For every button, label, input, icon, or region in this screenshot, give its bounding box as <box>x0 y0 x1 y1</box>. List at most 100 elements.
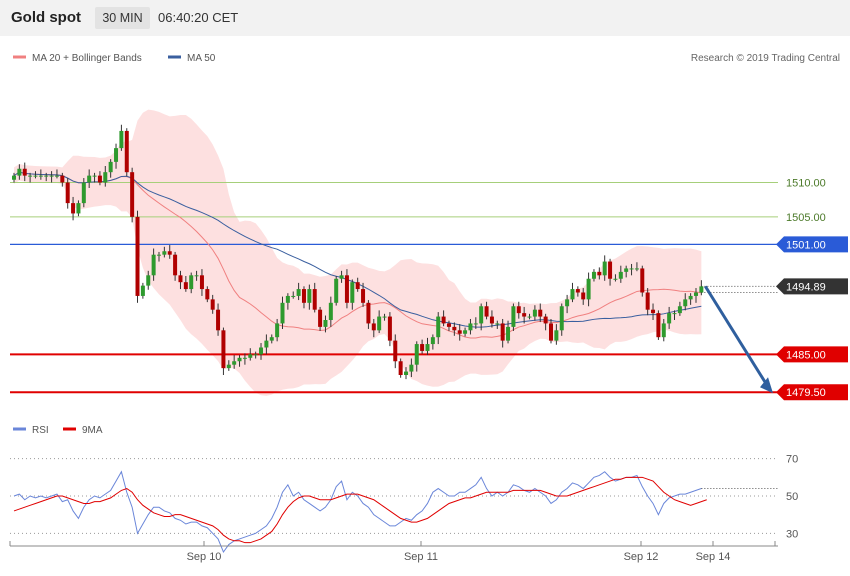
level-tag-1479.50 <box>776 384 848 401</box>
candle-body <box>323 320 328 327</box>
candle-body <box>248 354 253 358</box>
level-label-1479.50: 1479.50 <box>786 387 826 399</box>
x-tick-label: Sep 12 <box>624 551 659 563</box>
candle-body <box>430 337 435 345</box>
candle-body <box>119 130 124 149</box>
candle-body <box>527 316 532 318</box>
candle-body <box>463 330 468 334</box>
candle-body <box>624 268 629 272</box>
candle-body <box>570 289 575 300</box>
rsi-tick-label-50: 50 <box>786 491 798 503</box>
candle-body <box>22 168 27 176</box>
level-label-last: 1494.89 <box>786 281 826 293</box>
level-tag-1501.00 <box>776 236 848 253</box>
candle-body <box>280 302 285 324</box>
candle-body <box>522 313 527 317</box>
candle-body <box>339 275 344 279</box>
rsi-legend: RSI 9MA <box>13 425 103 436</box>
candle-body <box>232 361 237 365</box>
candle-body <box>226 364 231 369</box>
rsi-panel: 70 50 30 <box>10 454 798 554</box>
candle-body <box>103 172 108 183</box>
candle-body <box>162 251 167 255</box>
9ma-legend-label: 9MA <box>82 425 103 436</box>
rsi-legend-label: RSI <box>32 425 49 436</box>
candle-body <box>87 175 92 183</box>
rsi-tick-label-70: 70 <box>786 454 798 466</box>
candle-body <box>183 282 188 290</box>
candle-body <box>269 337 274 341</box>
candle-body <box>237 357 242 362</box>
candle-body <box>511 306 516 327</box>
candle-body <box>318 309 323 327</box>
candlesticks <box>12 124 704 380</box>
timeframe-selector[interactable]: 30 MIN <box>95 7 150 29</box>
candle-body <box>54 175 59 177</box>
candle-body <box>60 175 65 183</box>
ma50-legend-label: MA 50 <box>187 53 216 64</box>
candle-body <box>97 175 102 183</box>
candle-body <box>371 323 376 331</box>
level-label-1505.00: 1505.00 <box>786 212 826 224</box>
projection-arrow <box>704 285 773 394</box>
candle-body <box>549 323 553 341</box>
candle-body <box>178 275 183 283</box>
candle-body <box>661 323 666 338</box>
level-label-1485.00: 1485.00 <box>786 349 826 361</box>
candle-body <box>468 323 473 331</box>
candle-body <box>92 175 97 177</box>
candle-body <box>264 340 269 348</box>
candle-body <box>613 278 618 280</box>
candle-body <box>355 282 360 290</box>
price-legend: MA 20 + Bollinger Bands MA 50 Research ©… <box>13 53 840 64</box>
candle-body <box>618 271 623 279</box>
level-tag-last <box>776 278 848 295</box>
candle-body <box>575 289 580 293</box>
candle-body <box>361 289 366 303</box>
candle-body <box>409 364 414 372</box>
candle-body <box>538 309 543 317</box>
candle-body <box>366 302 371 324</box>
candle-body <box>436 316 441 338</box>
rsi-9ma-line <box>13 476 707 544</box>
candle-body <box>382 316 387 318</box>
candle-body <box>114 148 119 162</box>
candle-body <box>581 292 586 300</box>
candle-body <box>124 130 129 173</box>
candle-body <box>199 275 204 290</box>
candle-body <box>301 289 306 303</box>
level-label-1501.00: 1501.00 <box>786 239 826 251</box>
candle-body <box>591 271 596 279</box>
candle-body <box>285 295 290 303</box>
candle-body <box>130 172 135 217</box>
candle-body <box>33 175 38 177</box>
candle-body <box>677 306 682 314</box>
candle-body <box>17 168 22 176</box>
candle-body <box>457 330 462 334</box>
candle-body <box>189 275 194 290</box>
candle-body <box>559 306 564 331</box>
candle-body <box>452 326 457 331</box>
candle-body <box>210 299 215 310</box>
x-tick-label: Sep 14 <box>696 551 731 563</box>
candle-body <box>629 268 634 270</box>
price-chart: MA 20 + Bollinger Bands MA 50 Research ©… <box>9 53 848 563</box>
candle-body <box>683 299 688 307</box>
candle-body <box>76 203 81 214</box>
clock-time: 06:40:20 CET <box>158 10 239 25</box>
candle-body <box>565 299 570 307</box>
candle-body <box>479 306 484 324</box>
instrument-title: Gold spot <box>11 9 81 26</box>
candle-body <box>543 316 548 324</box>
candle-body <box>473 323 478 325</box>
candle-body <box>242 357 247 359</box>
candle-body <box>645 292 650 310</box>
candle-body <box>425 344 430 351</box>
candle-body <box>334 278 339 303</box>
candle-body <box>672 313 677 315</box>
level-label-1510.00: 1510.00 <box>786 178 826 190</box>
candle-body <box>28 175 33 177</box>
candle-body <box>140 285 145 296</box>
candle-body <box>667 313 672 324</box>
candle-body <box>81 182 86 204</box>
